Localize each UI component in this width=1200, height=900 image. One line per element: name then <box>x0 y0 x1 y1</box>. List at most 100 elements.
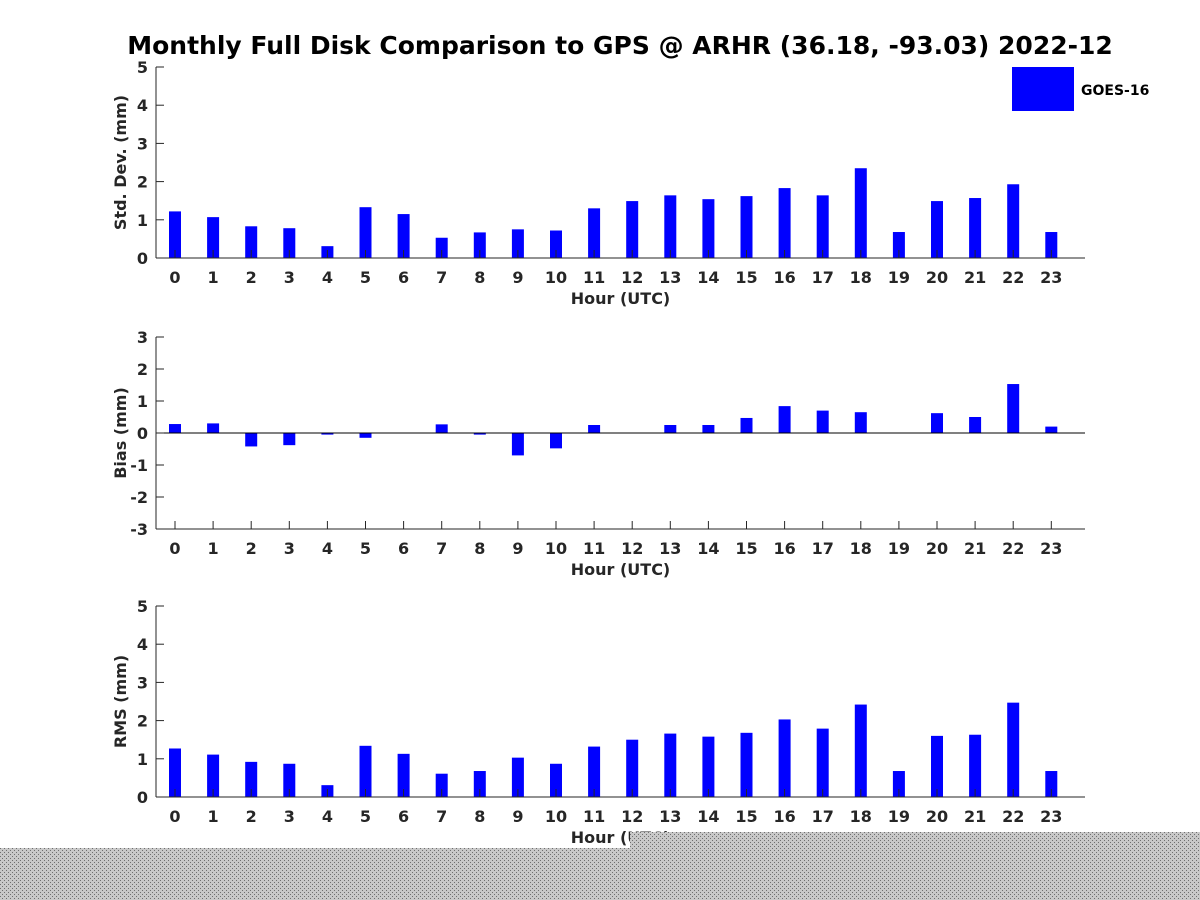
bar-hour-6 <box>397 753 410 797</box>
bar-hour-10 <box>550 230 562 258</box>
bar-hour-17 <box>816 195 829 258</box>
y-axis-label: Std. Dev. (mm) <box>111 95 130 230</box>
y-tick-label: 1 <box>137 211 148 230</box>
bar-hour-8 <box>473 433 486 435</box>
bar-hour-7 <box>435 424 448 433</box>
bar-hour-8 <box>473 232 486 258</box>
x-tick-label: 1 <box>208 807 219 826</box>
bar-hour-18 <box>854 168 867 258</box>
bar-hour-14 <box>702 736 715 797</box>
bar-hour-16 <box>778 406 791 433</box>
x-tick-label: 7 <box>436 268 447 287</box>
bar-hour-8 <box>473 771 486 797</box>
x-tick-label: 7 <box>436 807 447 826</box>
bar-hour-23 <box>1045 426 1058 433</box>
bar-hour-17 <box>816 728 829 797</box>
x-tick-label: 1 <box>208 268 219 287</box>
bar-hour-21 <box>969 734 982 797</box>
y-tick-label: -3 <box>130 520 148 539</box>
bar-hour-1 <box>207 423 220 433</box>
bar-hour-10 <box>550 433 562 449</box>
y-tick-label: 4 <box>137 635 148 654</box>
bar-hour-19 <box>892 232 905 258</box>
x-tick-label: 0 <box>169 539 180 558</box>
x-tick-label: 8 <box>474 268 485 287</box>
bar-hour-23 <box>1045 232 1058 258</box>
bar-hour-13 <box>664 195 677 258</box>
x-tick-label: 11 <box>583 268 605 287</box>
x-tick-label: 23 <box>1040 539 1062 558</box>
x-tick-label: 10 <box>545 268 567 287</box>
x-tick-label: 19 <box>888 807 910 826</box>
bar-hour-13 <box>664 425 677 433</box>
bar-hour-7 <box>435 773 448 797</box>
x-tick-label: 21 <box>964 539 986 558</box>
x-tick-label: 0 <box>169 807 180 826</box>
bar-hour-7 <box>435 237 448 258</box>
bar-hour-1 <box>207 754 220 797</box>
bar-hour-18 <box>854 412 867 433</box>
bar-hour-15 <box>740 732 753 797</box>
bar-hour-22 <box>1007 184 1020 258</box>
x-tick-label: 8 <box>474 807 485 826</box>
y-tick-label: 0 <box>137 424 148 443</box>
bar-hour-4 <box>321 433 334 435</box>
bar-hour-21 <box>969 198 982 258</box>
bar-hour-20 <box>931 735 943 797</box>
y-tick-label: 3 <box>137 673 148 692</box>
bar-hour-3 <box>283 228 296 258</box>
x-tick-label: 14 <box>697 539 719 558</box>
bar-hour-3 <box>283 763 296 797</box>
bar-hour-2 <box>245 761 258 797</box>
x-tick-label: 0 <box>169 268 180 287</box>
legend: GOES-16 <box>1012 67 1149 111</box>
x-tick-label: 17 <box>812 268 834 287</box>
x-tick-label: 12 <box>621 268 643 287</box>
x-tick-label: 5 <box>360 268 371 287</box>
x-tick-label: 8 <box>474 539 485 558</box>
y-tick-label: -1 <box>130 456 148 475</box>
x-tick-label: 13 <box>659 807 681 826</box>
bar-hour-1 <box>207 217 220 258</box>
x-tick-label: 20 <box>926 268 948 287</box>
y-axis-label: RMS (mm) <box>111 655 130 748</box>
x-tick-label: 13 <box>659 268 681 287</box>
x-tick-label: 22 <box>1002 268 1024 287</box>
bar-hour-16 <box>778 188 791 258</box>
bar-hour-9 <box>511 757 524 797</box>
x-tick-label: 16 <box>773 268 795 287</box>
x-tick-label: 2 <box>246 268 257 287</box>
bar-hour-14 <box>702 199 715 258</box>
bar-hour-5 <box>359 207 372 258</box>
bar-hour-9 <box>511 229 524 258</box>
bar-hour-22 <box>1007 702 1020 797</box>
y-tick-label: 0 <box>137 788 148 807</box>
x-tick-label: 12 <box>621 807 643 826</box>
x-tick-label: 13 <box>659 539 681 558</box>
bar-hour-10 <box>550 763 562 797</box>
x-tick-label: 18 <box>850 539 872 558</box>
x-tick-label: 4 <box>322 539 333 558</box>
y-tick-label: 3 <box>137 134 148 153</box>
x-tick-label: 4 <box>322 268 333 287</box>
x-tick-label: 19 <box>888 268 910 287</box>
y-tick-label: 1 <box>137 392 148 411</box>
legend-swatch <box>1012 67 1074 111</box>
bar-hour-0 <box>169 211 181 258</box>
x-tick-label: 9 <box>512 268 523 287</box>
bar-hour-9 <box>511 433 524 456</box>
bar-hour-0 <box>169 748 181 797</box>
x-tick-label: 10 <box>545 807 567 826</box>
x-axis-label: Hour (UTC) <box>571 828 671 847</box>
x-axis-label: Hour (UTC) <box>571 289 671 308</box>
x-tick-label: 2 <box>246 539 257 558</box>
bar-hour-13 <box>664 733 677 797</box>
x-tick-label: 21 <box>964 807 986 826</box>
bar-hour-16 <box>778 719 791 797</box>
bar-hour-18 <box>854 704 867 797</box>
x-tick-label: 20 <box>926 807 948 826</box>
bar-hour-15 <box>740 196 753 258</box>
bar-hour-2 <box>245 433 258 447</box>
bar-hour-19 <box>892 771 905 797</box>
y-tick-label: 2 <box>137 712 148 731</box>
